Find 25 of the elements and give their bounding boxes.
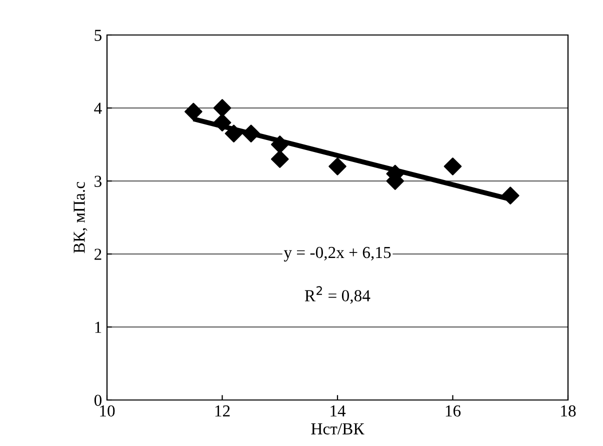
- point: [213, 114, 232, 132]
- point: [224, 124, 243, 142]
- point: [213, 99, 232, 117]
- point: [184, 102, 202, 121]
- y-tick-label: 2: [94, 248, 102, 260]
- x-tick-label: 16: [446, 405, 461, 417]
- point: [444, 157, 462, 176]
- point: [270, 150, 289, 168]
- y-tick-label: 4: [94, 102, 102, 114]
- y-tick-label: 5: [94, 30, 102, 41]
- y-tick-label: 3: [94, 176, 102, 187]
- point: [242, 124, 260, 142]
- point: [501, 186, 520, 205]
- x-tick-label: 18: [561, 405, 576, 417]
- point: [270, 136, 289, 154]
- y-tick-label: 1: [95, 322, 102, 333]
- annotation: y = -0,2x + 6,15: [284, 246, 391, 262]
- x-axis-title: Нст/ВК: [311, 423, 364, 434]
- annotation: R$^{2}$ = 0,84: [304, 286, 370, 304]
- x-tick-label: 14: [330, 405, 346, 416]
- x-tick-label: 10: [100, 405, 115, 417]
- point: [328, 157, 346, 176]
- y-axis-title: ВК, мПа.с: [74, 182, 88, 254]
- y-tick-label: 0: [94, 394, 102, 406]
- x-tick-label: 12: [215, 405, 230, 416]
